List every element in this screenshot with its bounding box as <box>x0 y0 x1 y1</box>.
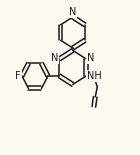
Text: N: N <box>51 53 58 63</box>
Text: N: N <box>87 53 95 63</box>
Text: N: N <box>69 7 76 17</box>
Text: F: F <box>15 71 21 81</box>
Text: NH: NH <box>87 71 102 81</box>
